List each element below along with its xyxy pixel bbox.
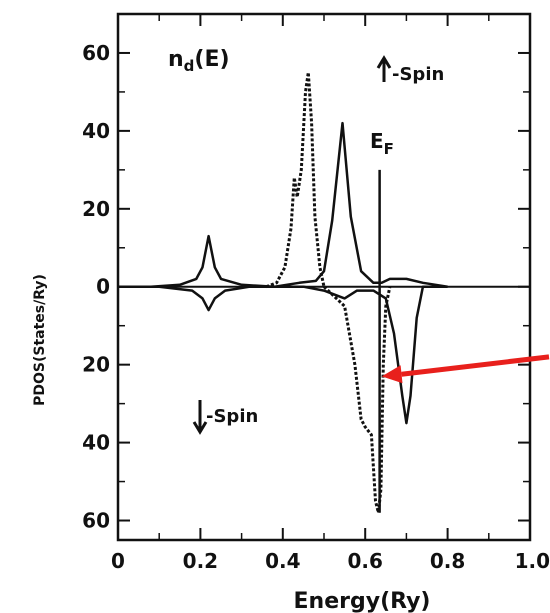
x-tick-label: 0 xyxy=(111,549,125,573)
x-tick-label: 1.0 xyxy=(515,549,550,573)
title-subscript: d xyxy=(184,57,195,75)
y-tick-label: 40 xyxy=(82,119,110,143)
series-3-line xyxy=(265,70,326,289)
ticks-layer xyxy=(117,14,531,540)
series-4-line xyxy=(322,285,392,515)
fermi-main: E xyxy=(370,129,384,153)
plot-border xyxy=(116,12,532,542)
y-tick-label: 40 xyxy=(82,431,110,455)
y-tick-label: 20 xyxy=(82,353,110,377)
spin-up-label: -Spin xyxy=(392,64,444,85)
plot-frame xyxy=(116,12,532,542)
chart-title: nd(E) xyxy=(168,47,230,75)
spin-up-annotation: -Spin xyxy=(376,55,444,85)
down-arrow-icon xyxy=(192,400,208,435)
spin-down-annotation: -Spin xyxy=(192,400,258,435)
fermi-subscript: F xyxy=(384,140,394,158)
curves-layer xyxy=(118,70,448,515)
arrow-shaft xyxy=(401,354,550,377)
series-1-line xyxy=(118,121,448,288)
spin-down-label: -Spin xyxy=(206,406,258,427)
x-axis-label: Energy(Ry) xyxy=(294,589,431,613)
svg-text:EF: EF xyxy=(370,129,394,158)
x-tick-label: 0.6 xyxy=(347,549,382,573)
x-tick-label: 0.4 xyxy=(265,549,300,573)
y-tick-label: 20 xyxy=(82,197,110,221)
fermi-label: EF xyxy=(370,129,394,158)
y-tick-label: 60 xyxy=(82,509,110,533)
svg-text:nd(E): nd(E) xyxy=(168,47,230,75)
title-args: (E) xyxy=(194,47,229,72)
title-main: n xyxy=(168,47,184,72)
series-2-line xyxy=(118,285,448,425)
up-arrow-icon xyxy=(376,55,392,82)
x-tick-label: 0.8 xyxy=(430,549,465,573)
y-axis-label: PDOS(States/Ry) xyxy=(32,274,48,406)
x-tick-label: 0.2 xyxy=(183,549,218,573)
y-tick-label: 0 xyxy=(96,275,110,299)
y-tick-label: 60 xyxy=(82,41,110,65)
highlight-arrow xyxy=(381,354,550,384)
arrow-head-icon xyxy=(381,365,403,384)
